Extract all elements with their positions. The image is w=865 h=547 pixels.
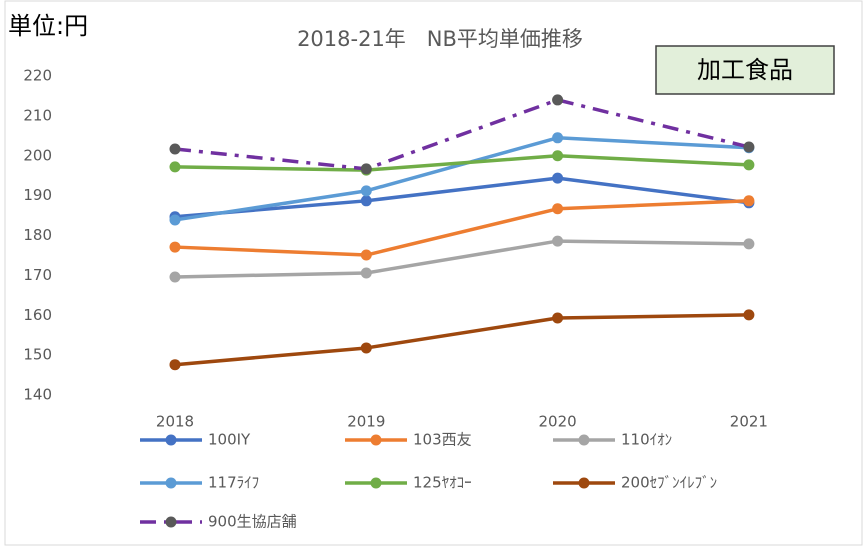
legend-label: 125ﾔｵｺｰ [413, 474, 472, 492]
y-tick-label: 150 [23, 346, 52, 364]
y-tick-label: 180 [23, 226, 52, 244]
chart-title: 2018-21年 NB平均単価推移 [297, 27, 583, 51]
legend-marker [370, 434, 382, 446]
legend-marker [165, 434, 177, 446]
y-tick-label: 220 [23, 67, 52, 85]
series-line [174, 154, 749, 172]
legend-label: 100IY [208, 431, 251, 449]
data-point [552, 203, 564, 215]
legend-marker [165, 477, 177, 489]
legend-label: 200ｾﾌﾞﾝｲﾚﾌﾞﾝ [621, 474, 717, 492]
unit-label: 単位:円 [8, 12, 88, 40]
legend-marker [578, 477, 590, 489]
data-point [743, 159, 755, 171]
series-line [174, 313, 749, 367]
series-line [174, 176, 750, 219]
legend-marker [370, 477, 382, 489]
x-tick-label: 2019 [347, 413, 385, 431]
y-tick-label: 160 [23, 306, 52, 324]
data-point [743, 309, 755, 321]
series-line [174, 98, 750, 171]
legend-marker [578, 434, 590, 446]
data-point [360, 195, 372, 207]
x-tick-label: 2021 [730, 413, 768, 431]
data-point [169, 359, 181, 371]
data-point [743, 195, 755, 207]
data-point [360, 267, 372, 279]
series-line [174, 199, 749, 257]
x-tick-label: 2018 [156, 413, 194, 431]
data-point [360, 342, 372, 354]
y-tick-label: 190 [23, 186, 52, 204]
series-line [174, 239, 749, 279]
legend-label: 103西友 [413, 431, 472, 449]
data-point [169, 143, 181, 155]
data-point [552, 312, 564, 324]
data-point [360, 163, 372, 175]
legend-marker [165, 516, 177, 528]
data-point [169, 161, 181, 173]
legend-label: 117ﾗｲﾌ [208, 474, 259, 492]
data-point [743, 141, 755, 153]
y-tick-label: 210 [23, 106, 52, 124]
annotation: 加工食品 [697, 56, 793, 84]
data-point [169, 271, 181, 283]
legend-label: 900生協店舗 [208, 513, 297, 531]
annotation-box [655, 45, 835, 95]
y-tick-label: 140 [23, 386, 52, 404]
y-tick-label: 200 [23, 146, 52, 164]
data-point [360, 249, 372, 261]
data-point [552, 132, 564, 144]
data-point [552, 235, 564, 247]
data-point [169, 241, 181, 253]
data-point [169, 214, 181, 226]
data-point [743, 238, 755, 250]
data-point [552, 172, 564, 184]
data-point [552, 94, 564, 106]
legend-label: 110ｲｵﾝ [621, 431, 672, 449]
data-point [552, 150, 564, 162]
x-tick-label: 2020 [539, 413, 577, 431]
data-point [360, 185, 372, 197]
y-tick-label: 170 [23, 266, 52, 284]
